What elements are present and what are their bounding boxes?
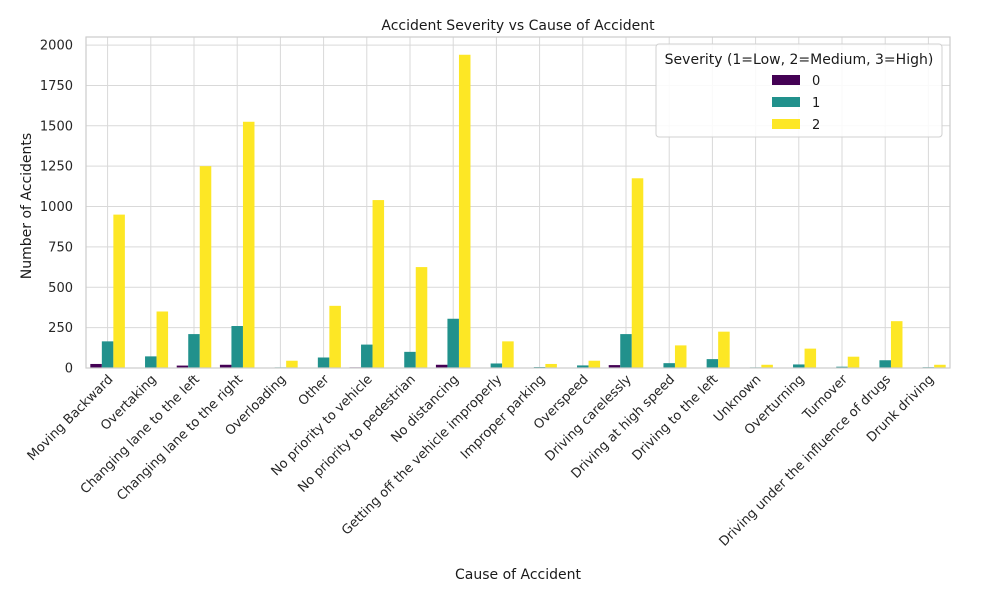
bar — [890, 321, 903, 368]
y-ticks: 0 250 500 750 1000 1250 1500 1750 2000 — [40, 39, 73, 377]
legend-box — [655, 43, 943, 138]
bar — [329, 305, 341, 368]
bar — [199, 166, 212, 368]
legend-label: 2 — [812, 118, 820, 133]
bar — [608, 365, 621, 368]
bar — [219, 364, 232, 368]
bar — [879, 360, 891, 368]
legend-entries: 0 1 2 — [772, 74, 820, 133]
legend: Severity (1=Low, 2=Medium, 3=High) 0 1 2 — [655, 43, 943, 138]
bar — [372, 200, 385, 368]
bar — [447, 318, 459, 368]
bar — [458, 54, 471, 368]
legend-label: 1 — [812, 96, 820, 111]
bar — [156, 311, 169, 368]
bar — [101, 341, 114, 368]
bar — [435, 364, 448, 368]
legend-label: 0 — [812, 74, 820, 89]
legend-swatch — [772, 75, 800, 85]
y-tick-label: 750 — [48, 240, 73, 255]
bar — [90, 363, 102, 368]
bar — [113, 214, 125, 368]
legend-swatch — [772, 119, 800, 129]
bar — [286, 360, 298, 368]
bar — [176, 365, 189, 368]
bar — [793, 364, 805, 368]
y-tick-label: 250 — [48, 321, 73, 336]
bar — [674, 345, 687, 368]
bar — [317, 357, 330, 368]
y-tick-label: 0 — [65, 362, 73, 377]
bars-layer — [90, 54, 946, 368]
y-axis-label: Number of Accidents — [19, 133, 35, 279]
bar — [836, 366, 848, 368]
bar — [188, 334, 200, 368]
y-tick-label: 1000 — [40, 200, 73, 215]
legend-swatch — [772, 97, 800, 107]
bar — [761, 364, 773, 368]
y-tick-label: 2000 — [40, 39, 73, 54]
y-tick-label: 1500 — [40, 119, 73, 134]
bar — [502, 341, 514, 368]
grid-layer — [86, 37, 950, 369]
bar — [415, 267, 428, 368]
bar — [663, 363, 675, 368]
bar — [231, 326, 243, 368]
chart-title: Accident Severity vs Cause of Accident — [381, 18, 655, 34]
bar — [620, 334, 632, 368]
bar — [490, 363, 503, 368]
bar — [718, 331, 730, 368]
bar — [145, 356, 157, 368]
bar — [706, 359, 719, 368]
bar — [361, 344, 373, 368]
bar — [934, 364, 946, 368]
bar — [242, 121, 255, 368]
bar — [588, 360, 601, 368]
y-tick-label: 1750 — [40, 79, 73, 94]
y-tick-label: 500 — [48, 281, 73, 296]
bar — [577, 365, 589, 368]
bar — [804, 348, 817, 368]
bar — [847, 356, 860, 368]
y-tick-label: 1250 — [40, 160, 73, 175]
legend-title: Severity (1=Low, 2=Medium, 3=High) — [665, 52, 934, 68]
plot-frame — [85, 36, 951, 369]
bar — [631, 178, 644, 368]
bar — [404, 351, 416, 368]
bar — [545, 363, 557, 368]
x-axis-label: Cause of Accident — [455, 567, 582, 583]
